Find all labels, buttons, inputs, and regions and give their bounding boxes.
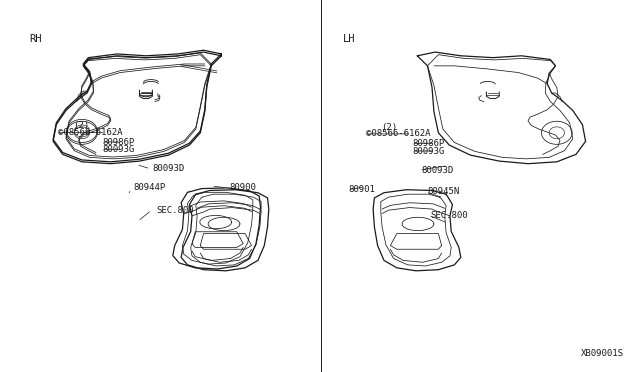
Text: 80093D: 80093D	[421, 166, 453, 174]
Text: 80093G: 80093G	[102, 145, 134, 154]
Text: SEC.800: SEC.800	[430, 211, 468, 219]
Text: XB09001S: XB09001S	[581, 349, 624, 358]
Text: ©08566-6162A: ©08566-6162A	[366, 129, 431, 138]
Text: (2): (2)	[381, 123, 397, 132]
Text: RH: RH	[29, 34, 42, 44]
Text: LH: LH	[342, 34, 355, 44]
Text: 80986P: 80986P	[413, 139, 445, 148]
Text: ©08566-6162A: ©08566-6162A	[58, 128, 122, 137]
Text: SEC.800: SEC.800	[157, 206, 195, 215]
Text: 80901: 80901	[349, 185, 376, 194]
Text: 80900: 80900	[229, 183, 256, 192]
Text: 80093G: 80093G	[413, 147, 445, 155]
Text: (2): (2)	[73, 121, 89, 130]
Text: 80944P: 80944P	[133, 183, 165, 192]
Text: 80945N: 80945N	[428, 187, 460, 196]
Text: 80986P: 80986P	[102, 138, 134, 147]
Text: 80093D: 80093D	[152, 164, 184, 173]
